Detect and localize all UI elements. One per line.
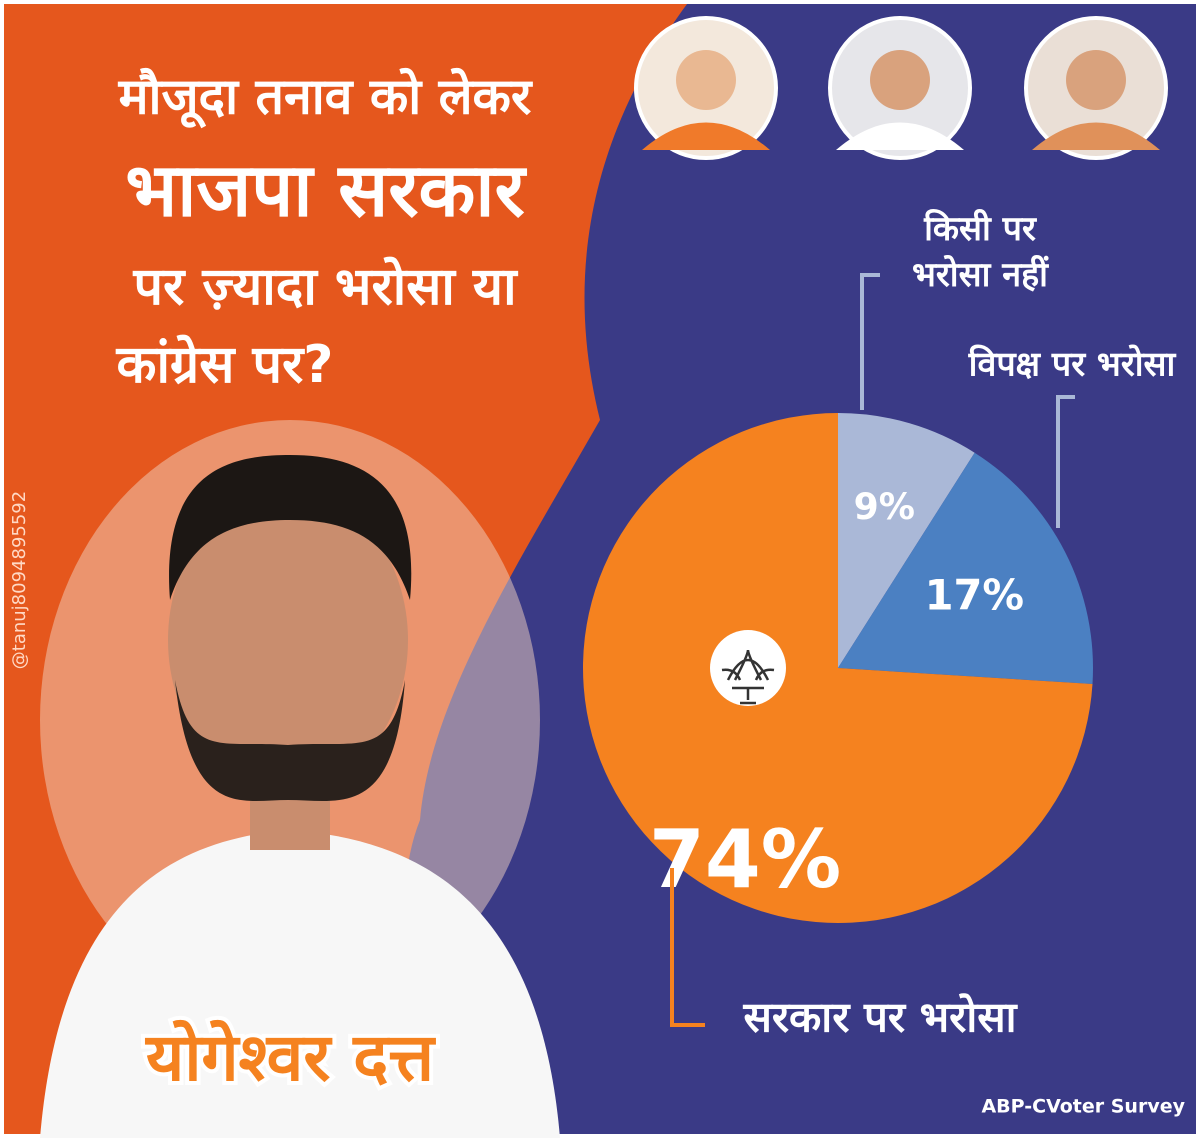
party-icon-lotus xyxy=(721,649,775,705)
title-line: कांग्रेस पर? xyxy=(116,334,334,395)
person-beard xyxy=(175,680,405,801)
pie-slice xyxy=(838,452,1093,685)
photo-shirt xyxy=(1032,122,1160,150)
value-label: 74% xyxy=(649,812,841,906)
category-label: विपक्ष पर भरोसा xyxy=(968,344,1177,385)
title-line: पर ज़्यादा भरोसा या xyxy=(132,256,519,317)
value-label: 17% xyxy=(925,571,1024,620)
person-name: योगेश्वर दत्त xyxy=(144,1019,436,1096)
pie-slice xyxy=(838,413,975,668)
title-line: मौजूदा तनाव को लेकर xyxy=(118,68,533,129)
photo-shirt xyxy=(642,122,770,150)
person-shirt xyxy=(40,830,560,1138)
source: ABP-CVoter Survey xyxy=(981,1096,1185,1118)
value-label: 9% xyxy=(854,485,915,528)
photo-face xyxy=(676,50,736,110)
category-label: सरकार पर भरोसा xyxy=(742,993,1018,1042)
person-hair xyxy=(169,455,412,600)
party-icon xyxy=(710,630,786,706)
title: मौजूदा तनाव को लेकर भाजपा सरकार पर ज़्या… xyxy=(116,68,533,396)
leader-line xyxy=(1056,395,1075,528)
category-label: किसी पर भरोसा नहीं xyxy=(912,208,1049,295)
leader-line xyxy=(860,273,880,410)
watermark: @tanuj8094895592 xyxy=(9,491,30,669)
photo-shirt xyxy=(836,122,964,150)
person-face xyxy=(168,490,408,790)
photo-face xyxy=(870,50,930,110)
title-line: भाजपा सरकार xyxy=(125,148,527,234)
leader-photos xyxy=(634,16,1168,160)
pie-slice xyxy=(583,413,1093,923)
person-photo xyxy=(40,420,560,1138)
photo-face xyxy=(1066,50,1126,110)
leader-line xyxy=(670,868,705,1027)
